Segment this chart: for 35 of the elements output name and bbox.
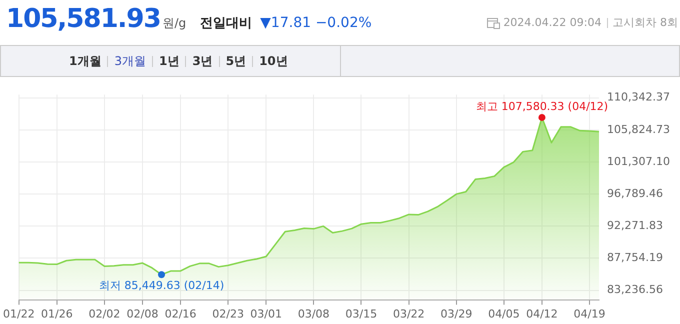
text: 10년: [258, 52, 289, 70]
x-tick-label: 01/22: [3, 307, 35, 320]
text: ▼17.81 −0.02%: [260, 15, 372, 31]
x-tick-label: 04/12: [526, 307, 558, 320]
text: 2024.04.22 09:04: [503, 16, 602, 29]
text: 1개월: [68, 52, 102, 70]
y-tick-label: 83,236.56: [607, 283, 664, 296]
x-tick-label: 03/22: [392, 307, 425, 320]
x-tick-label: 03/15: [345, 307, 378, 320]
y-tick-label: 110,342.37: [607, 90, 670, 104]
chart-title: 105,581.93: [6, 4, 160, 34]
text: 고시회차 8회: [612, 15, 678, 30]
y-tick-label: 105,824.73: [607, 122, 670, 136]
annotation: 최고 107,580.33 (04/12): [476, 100, 608, 113]
x-tick-label: 03/29: [440, 307, 472, 320]
text: 3개월: [113, 52, 147, 70]
x-tick-label: 02/08: [126, 307, 158, 320]
x-tick-label: 03/01: [250, 307, 282, 320]
chart-subtitle: 원/g: [162, 15, 186, 32]
y-tick-label: 92,271.83: [607, 219, 664, 232]
x-tick-label: 04/05: [488, 307, 520, 320]
text: 전일대비: [200, 15, 252, 32]
x-tick-label: 04/19: [574, 307, 606, 320]
x-tick-label: 02/23: [212, 307, 244, 320]
y-tick-label: 87,754.19: [607, 251, 664, 264]
text: 5년: [224, 52, 248, 70]
x-tick-label: 02/02: [88, 307, 120, 320]
x-tick-label: 03/08: [298, 307, 330, 320]
x-tick-label: 02/16: [164, 307, 196, 320]
text: 3년: [191, 52, 214, 70]
x-tick-label: 01/26: [41, 307, 73, 320]
text: 1년: [158, 52, 180, 70]
y-tick-label: 101,307.10: [607, 154, 670, 168]
annotation: 최저 85,449.63 (02/14): [98, 278, 224, 292]
y-tick-label: 96,789.46: [607, 186, 664, 200]
